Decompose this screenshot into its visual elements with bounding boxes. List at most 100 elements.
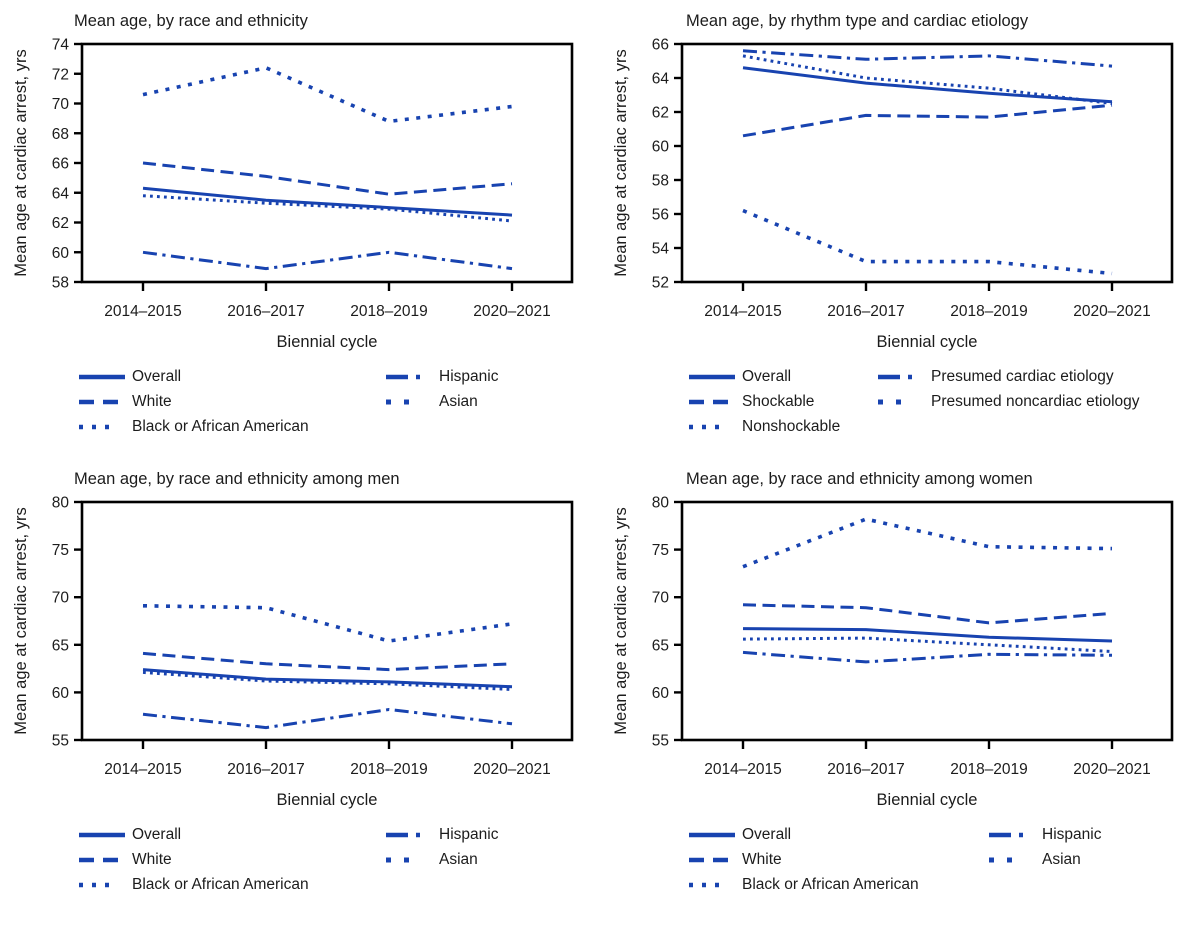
- panel-rhythm-etiology: Mean age, by rhythm type and cardiac eti…: [600, 0, 1200, 470]
- panel-race-ethnicity-men: Mean age, by race and ethnicity among me…: [0, 458, 600, 928]
- legend-swatch-dashed-icon: [78, 855, 132, 865]
- legend-label: Overall: [132, 367, 182, 385]
- legend-label: Presumed cardiac etiology: [931, 367, 1114, 385]
- legend-swatch-line: [989, 832, 1024, 837]
- legend-item-overall: Overall: [78, 822, 309, 847]
- series-line-hispanic: [142, 708, 513, 730]
- legend-label: Asian: [439, 392, 478, 410]
- legend-swatch-solid-icon: [78, 830, 132, 840]
- legend-swatch-dashdot-icon: [385, 830, 439, 840]
- y-tick-label: 60: [52, 245, 70, 262]
- y-tick-label: 70: [52, 96, 70, 113]
- legend-item-overall: Overall: [78, 364, 309, 389]
- legend-swatch-line: [689, 882, 719, 887]
- legend-item-asian: Asian: [385, 847, 498, 872]
- y-tick-label: 56: [652, 207, 669, 224]
- legend-label: Hispanic: [439, 825, 499, 843]
- y-axis-label: Mean age at cardiac arrest, yrs: [12, 507, 30, 734]
- legend-item-shockable: Shockable: [688, 389, 840, 414]
- series-line-presumed-noncardiac-etiology: [742, 208, 1113, 276]
- legend-swatch-squaredot-icon: [877, 397, 931, 407]
- y-tick-label: 80: [52, 495, 70, 512]
- legend-column: Hispanic Asian: [988, 822, 1101, 872]
- legend-column: Hispanic Asian: [385, 822, 498, 872]
- x-tick-label: 2020–2021: [1073, 303, 1151, 320]
- legend-swatch-line: [386, 374, 421, 379]
- legend-swatch-line: [79, 374, 125, 379]
- y-tick-label: 80: [652, 495, 670, 512]
- legend-item-hispanic: Hispanic: [385, 364, 498, 389]
- x-tick-label: 2016–2017: [827, 761, 905, 778]
- legend-item-presumed-noncardiac-etiology: Presumed noncardiac etiology: [877, 389, 1140, 414]
- series-line-overall: [142, 186, 513, 217]
- chart-mean-age-by-race-and-ethnicity-among-men: Mean age, by race and ethnicity among me…: [12, 470, 574, 809]
- legend-label: Black or African American: [132, 417, 309, 435]
- legend-swatch-line: [878, 399, 902, 404]
- y-tick-label: 55: [52, 733, 69, 750]
- series-line-overall: [142, 668, 513, 689]
- x-tick-label: 2014–2015: [104, 761, 182, 778]
- legend-swatch-dashdot-icon: [877, 372, 931, 382]
- legend-column: Presumed cardiac etiology Presumed noncar…: [877, 364, 1140, 414]
- x-axis-label: Biennial cycle: [277, 791, 378, 809]
- legend-column: Overall White Black or African American: [78, 364, 309, 439]
- legend-item-black-or-african-american: Black or African American: [78, 872, 309, 897]
- series-line-white: [142, 161, 513, 196]
- series-line-overall: [742, 66, 1113, 104]
- x-tick-label: 2018–2019: [950, 761, 1028, 778]
- series-line-white: [742, 603, 1113, 625]
- y-tick-label: 68: [52, 126, 69, 143]
- panel-title: Mean age, by race and ethnicity among me…: [74, 470, 400, 488]
- series-line-nonshockable: [742, 54, 1113, 105]
- y-tick-label: 60: [652, 685, 670, 702]
- x-axis-label: Biennial cycle: [877, 333, 978, 351]
- legend: Overall White Black or African American His…: [0, 364, 600, 464]
- series-line-presumed-cardiac-etiology: [742, 49, 1113, 68]
- x-tick-label: 2016–2017: [827, 303, 905, 320]
- legend-column: Hispanic Asian: [385, 364, 498, 414]
- series-line-black-or-african-american: [742, 636, 1113, 653]
- chart-mean-age-by-race-and-ethnicity: Mean age, by race and ethnicity 58 60 62 64 6…: [12, 12, 574, 351]
- legend-column: Overall White Black or African American: [688, 822, 919, 897]
- x-tick-label: 2020–2021: [473, 303, 551, 320]
- series-line-asian: [142, 604, 513, 643]
- legend-label: White: [132, 392, 172, 410]
- y-tick-label: 64: [52, 185, 70, 202]
- y-tick-label: 60: [52, 685, 70, 702]
- legend-swatch-line: [878, 374, 913, 379]
- legend-swatch-line: [689, 399, 729, 404]
- legend: Overall White Black or African American His…: [600, 822, 1200, 922]
- x-axis-label: Biennial cycle: [277, 333, 378, 351]
- legend-swatch-dotted-icon: [78, 880, 132, 890]
- plot-frame: [680, 42, 1174, 284]
- legend-label: Asian: [439, 850, 478, 868]
- legend-swatch-solid-icon: [688, 830, 742, 840]
- y-tick-label: 62: [652, 105, 669, 122]
- panel-race-ethnicity-overall: Mean age, by race and ethnicity 58 60 62 64 6…: [0, 0, 600, 470]
- legend-column: Overall White Black or African American: [78, 822, 309, 897]
- y-tick-label: 55: [652, 733, 669, 750]
- legend-swatch-line: [79, 399, 119, 404]
- y-tick-label: 54: [652, 241, 670, 258]
- y-tick-label: 62: [52, 215, 69, 232]
- legend-item-black-or-african-american: Black or African American: [688, 872, 919, 897]
- legend: Overall Shockable Nonshockable Presumed car…: [600, 364, 1200, 464]
- legend-item-nonshockable: Nonshockable: [688, 414, 840, 439]
- y-tick-label: 74: [52, 37, 70, 54]
- legend-item-overall: Overall: [688, 822, 919, 847]
- legend-swatch-dotted-icon: [688, 422, 742, 432]
- legend-swatch-dashed-icon: [688, 397, 742, 407]
- series-line-asian: [742, 517, 1113, 569]
- legend-swatch-dotted-icon: [688, 880, 742, 890]
- legend-item-asian: Asian: [385, 389, 498, 414]
- y-tick-label: 72: [52, 66, 69, 83]
- legend-item-white: White: [688, 847, 919, 872]
- legend-label: White: [742, 850, 782, 868]
- legend-label: Presumed noncardiac etiology: [931, 392, 1140, 410]
- legend-swatch-line: [386, 857, 410, 862]
- y-tick-label: 65: [52, 637, 69, 654]
- legend-swatch-squaredot-icon: [385, 397, 439, 407]
- legend-item-white: White: [78, 389, 309, 414]
- x-axis-label: Biennial cycle: [877, 791, 978, 809]
